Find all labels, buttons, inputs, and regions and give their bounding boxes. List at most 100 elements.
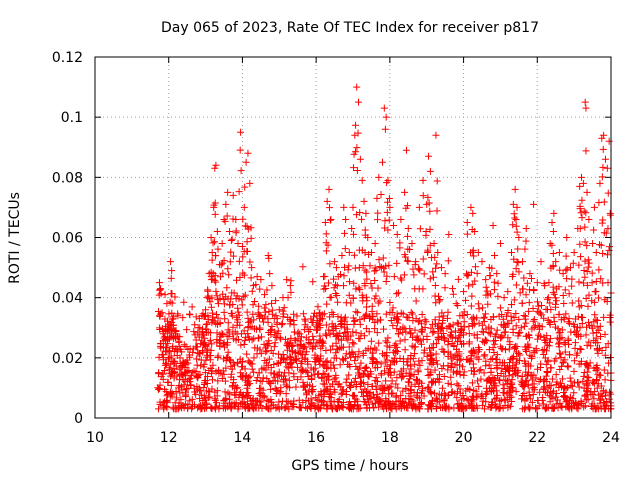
data-point — [389, 400, 397, 408]
data-point — [346, 278, 354, 286]
x-tick-label: 24 — [602, 430, 620, 446]
data-point — [208, 256, 216, 264]
data-point — [345, 343, 353, 351]
data-point — [548, 241, 556, 249]
data-point — [408, 342, 416, 350]
x-tick-label: 12 — [160, 430, 178, 446]
data-point — [310, 366, 318, 374]
data-point — [316, 309, 324, 317]
data-point — [198, 312, 206, 320]
data-point — [171, 293, 179, 301]
data-point — [254, 334, 262, 342]
data-point — [480, 339, 488, 347]
data-point — [595, 294, 603, 302]
data-point — [507, 393, 515, 401]
data-point — [208, 319, 216, 327]
data-point — [384, 226, 392, 234]
data-point — [500, 294, 508, 302]
data-point — [232, 385, 240, 393]
data-point — [432, 131, 440, 139]
data-point — [226, 258, 234, 266]
data-point — [568, 382, 576, 390]
data-point — [498, 333, 506, 341]
data-point — [448, 333, 456, 341]
data-point — [413, 376, 421, 384]
data-point — [592, 334, 600, 342]
data-point — [178, 386, 186, 394]
data-point — [185, 375, 193, 383]
data-point — [569, 259, 577, 267]
data-point — [424, 365, 432, 373]
data-point — [492, 382, 500, 390]
data-point — [537, 309, 545, 317]
data-point — [512, 281, 520, 289]
data-point — [525, 388, 533, 396]
data-point — [419, 387, 427, 395]
data-point — [525, 299, 533, 307]
data-point — [195, 350, 203, 358]
data-point — [308, 345, 316, 353]
data-point — [432, 404, 440, 412]
data-point — [205, 340, 213, 348]
data-point — [414, 366, 422, 374]
data-point — [232, 399, 240, 407]
data-point — [322, 247, 330, 255]
data-point — [362, 209, 370, 217]
data-point — [218, 375, 226, 383]
data-point — [166, 372, 174, 380]
data-point — [264, 318, 272, 326]
data-point — [563, 265, 571, 273]
data-point — [232, 336, 240, 344]
data-point — [493, 270, 501, 278]
data-point — [276, 333, 284, 341]
data-point — [249, 310, 257, 318]
data-point — [351, 148, 359, 156]
data-point — [489, 313, 497, 321]
data-point — [363, 297, 371, 305]
data-point — [162, 343, 170, 351]
data-point — [241, 336, 249, 344]
chart-title: Day 065 of 2023, Rate Of TEC Index for r… — [161, 20, 539, 36]
data-point — [200, 384, 208, 392]
data-point — [470, 346, 478, 354]
data-point — [417, 340, 425, 348]
data-point — [528, 353, 536, 361]
data-point — [397, 401, 405, 409]
data-point — [480, 318, 488, 326]
data-point — [180, 341, 188, 349]
data-point — [471, 277, 479, 285]
data-point — [356, 316, 364, 324]
data-point — [348, 225, 356, 233]
data-point — [506, 338, 514, 346]
data-point — [162, 403, 170, 411]
data-point — [406, 330, 414, 338]
data-point — [535, 302, 543, 310]
data-point — [524, 372, 532, 380]
data-point — [593, 323, 601, 331]
data-point — [372, 266, 380, 274]
data-point — [536, 388, 544, 396]
data-point — [568, 275, 576, 283]
data-points — [154, 83, 615, 413]
data-point — [246, 358, 254, 366]
data-point — [576, 225, 584, 233]
data-point — [432, 340, 440, 348]
data-point — [367, 280, 375, 288]
data-point — [445, 230, 453, 238]
data-point — [487, 378, 494, 386]
data-point — [330, 386, 338, 394]
data-point — [510, 367, 518, 375]
data-point — [339, 355, 347, 363]
data-point — [463, 270, 471, 278]
data-point — [208, 404, 216, 412]
data-point — [523, 279, 531, 287]
data-point — [411, 326, 419, 334]
data-point — [404, 361, 412, 369]
data-point — [504, 377, 512, 385]
data-point — [375, 256, 383, 264]
data-point — [441, 403, 449, 411]
data-point — [383, 272, 391, 280]
data-point — [597, 390, 605, 398]
data-point — [599, 250, 607, 258]
data-point — [220, 399, 228, 407]
